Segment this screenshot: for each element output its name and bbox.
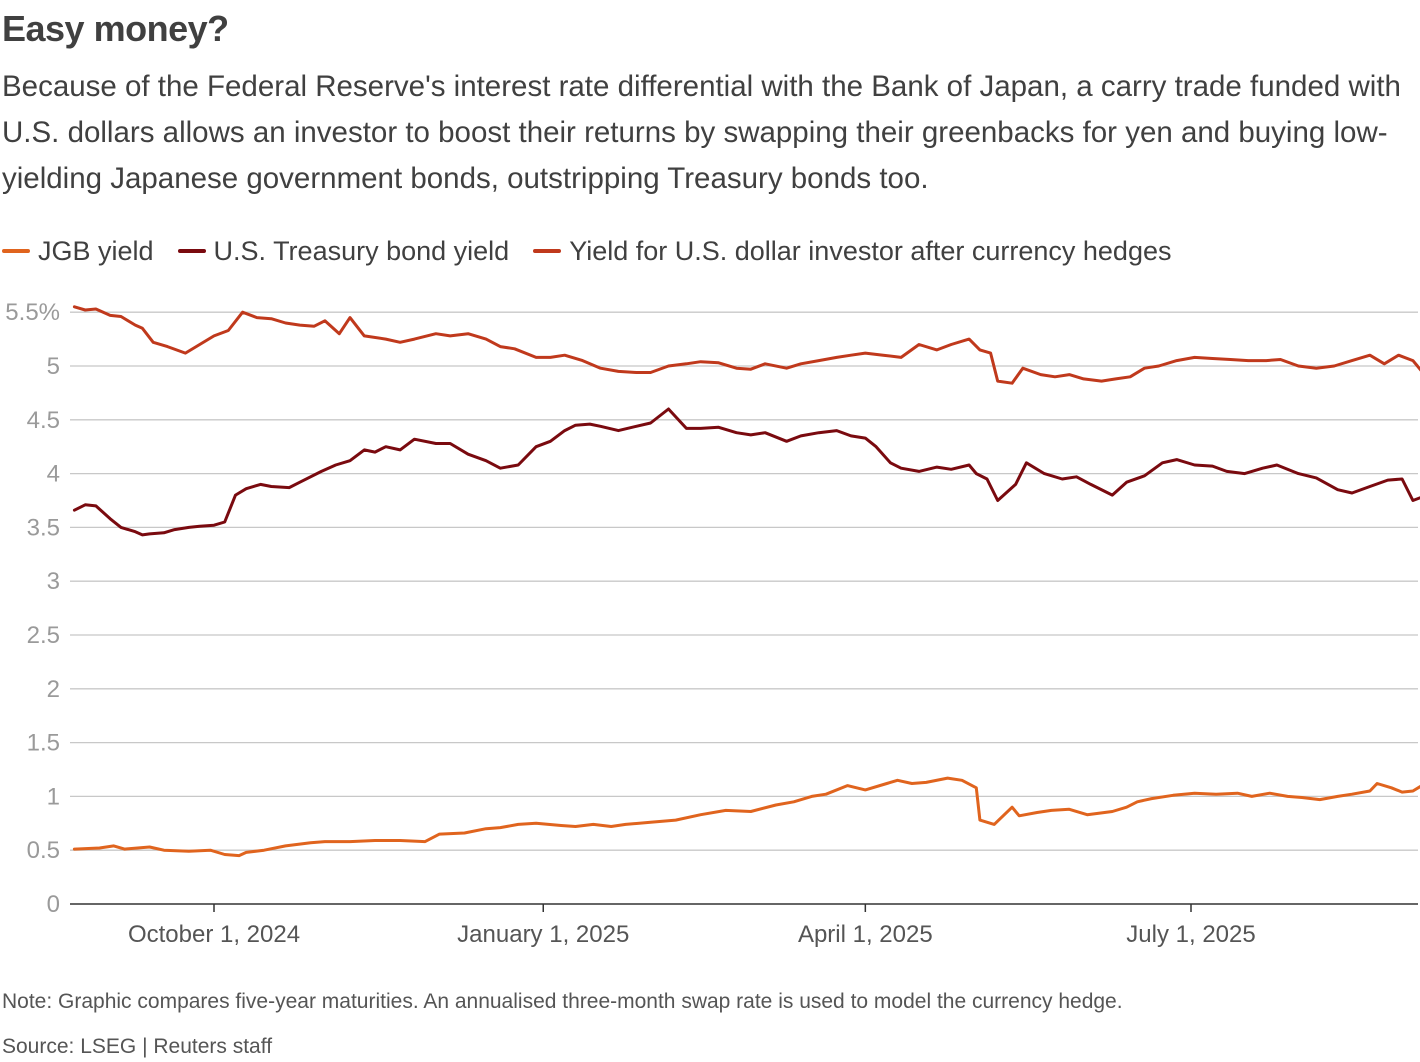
legend-label-treasury: U.S. Treasury bond yield: [213, 235, 510, 266]
x-tick-label: April 1, 2025: [798, 921, 933, 948]
y-tick-label: 4: [47, 461, 60, 488]
y-tick-label: 0.5: [27, 837, 60, 864]
y-tick-label: 5: [47, 353, 60, 380]
legend-swatch-hedged: [533, 249, 562, 253]
chart-legend: JGB yield U.S. Treasury bond yield Yield…: [2, 233, 1195, 269]
chart-subtitle: Because of the Federal Reserve's interes…: [2, 70, 1401, 195]
hedged-yield-line: [72, 305, 1420, 385]
y-axis-ticks: 0 0.5 1 1.5 2 2.5 3 3.5 4 4.5 5 5.5%: [5, 299, 60, 918]
y-tick-label: 0: [47, 891, 60, 918]
y-tick-label: 2: [47, 676, 60, 703]
legend-swatch-jgb: [2, 249, 30, 253]
line-chart: 0 0.5 1 1.5 2 2.5 3 3.5 4 4.5 5 5.5% October 1, 202…: [5, 299, 1420, 948]
x-tick-label: July 1, 2025: [1126, 921, 1255, 948]
footnote: Note: Graphic compares five-year maturit…: [2, 990, 1123, 1013]
treasury-yield-line: [72, 407, 1420, 537]
chart-title: Easy money?: [2, 8, 229, 49]
x-tick-label: October 1, 2024: [128, 921, 300, 948]
y-tick-label: 3: [47, 568, 60, 595]
x-axis-ticks: October 1, 2024 January 1, 2025 April 1, 2…: [128, 904, 1256, 948]
legend-item-treasury: U.S. Treasury bond yield: [177, 235, 510, 267]
legend-swatch-treasury: [177, 249, 206, 253]
y-tick-label: 3.5: [27, 514, 60, 541]
legend-item-hedged: Yield for U.S. dollar investor after cur…: [533, 236, 1171, 267]
x-tick-label: January 1, 2025: [457, 921, 629, 948]
legend-label-jgb: JGB yield: [38, 235, 154, 266]
y-tick-label: 5.5%: [5, 299, 60, 326]
y-tick-label: 2.5: [27, 622, 60, 649]
y-tick-label: 4.5: [27, 407, 60, 434]
y-tick-label: 1: [47, 783, 60, 810]
y-tick-label: 1.5: [27, 730, 60, 757]
legend-label-hedged: Yield for U.S. dollar investor after cur…: [569, 235, 1172, 266]
jgb-yield-line: [72, 776, 1420, 858]
legend-item-jgb: JGB yield: [2, 236, 154, 267]
gridlines: [70, 311, 1418, 905]
series-lines: [72, 305, 1420, 858]
source-credit: Source: LSEG | Reuters staff: [2, 1035, 273, 1058]
